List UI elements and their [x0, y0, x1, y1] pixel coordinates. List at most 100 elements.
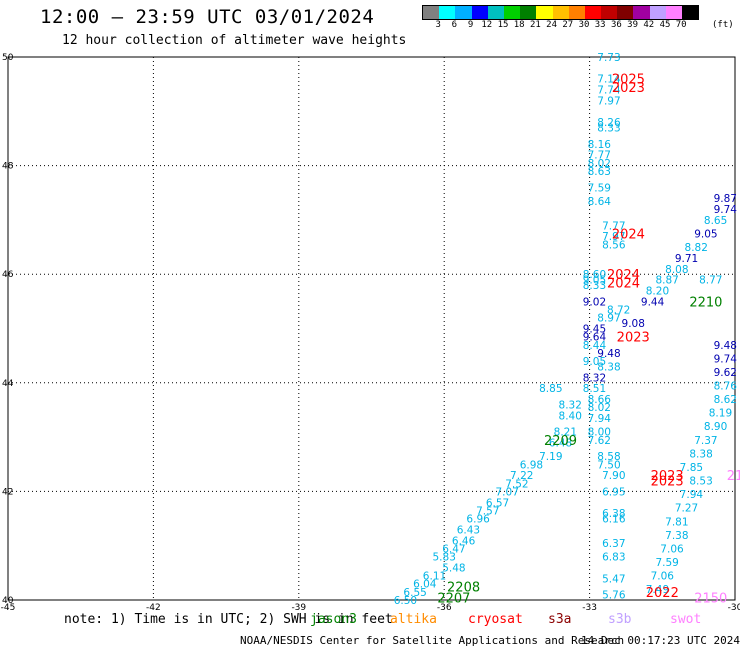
wave-height-point: 9.44 [641, 296, 665, 308]
wave-height-point: 6.95 [602, 486, 625, 498]
wave-height-point: 9.74 [714, 353, 738, 365]
wave-height-point: 8.32 [583, 372, 606, 384]
wave-height-point: 6.46 [452, 535, 476, 547]
wave-height-point: 8.76 [714, 381, 738, 393]
wave-height-point: 6.11 [423, 571, 446, 583]
x-tick-label: -39 [291, 603, 306, 613]
x-tick-label: -33 [582, 603, 597, 613]
legend-swatch [682, 6, 699, 19]
pass-time-label: 2024 [612, 227, 645, 242]
pass-time-label: 2023 [651, 469, 684, 484]
wave-height-point: 8.08 [665, 264, 688, 276]
legend-swatch [455, 6, 472, 19]
wave-height-point: 8.33 [583, 280, 606, 292]
wave-height-point: 8.21 [554, 427, 577, 439]
wave-height-point: 7.73 [597, 52, 620, 64]
wave-height-point: 6.98 [520, 459, 543, 471]
wave-height-point: 6.43 [457, 524, 480, 536]
legend-tick-label: 15 [497, 20, 509, 30]
pass-time-label: 2150 [694, 591, 727, 606]
wave-height-point: 7.94 [680, 489, 704, 501]
wave-height-point: 7.19 [539, 451, 562, 463]
legend-tick-label: 18 [513, 20, 525, 30]
y-tick-label: 48 [2, 162, 14, 172]
legend-swatch [503, 6, 521, 19]
wave-height-point: 8.16 [588, 139, 612, 151]
color-legend-bar [422, 5, 700, 20]
wave-height-point: 8.40 [559, 410, 582, 422]
wave-height-point: 9.05 [694, 228, 717, 240]
wave-height-point: 7.06 [660, 543, 684, 555]
wave-height-point: 7.90 [602, 470, 625, 482]
legend-swatch [536, 6, 553, 19]
satellite-label-altika: altika [390, 612, 437, 627]
wave-height-point: 8.02 [588, 158, 611, 170]
legend-swatch [423, 6, 440, 19]
wave-height-point: 7.94 [588, 413, 612, 425]
x-tick-label: -30 [728, 603, 740, 613]
wave-height-point: 9.74 [714, 204, 738, 216]
legend-swatch [584, 6, 602, 19]
wave-height-point: 6.47 [442, 543, 465, 555]
legend-tick-label: 33 [594, 20, 606, 30]
wave-height-point: 5.47 [602, 573, 625, 585]
chart-title: 12:00 – 23:59 UTC 03/01/2024 [40, 6, 375, 28]
wave-height-point: 9.08 [622, 318, 645, 330]
wave-height-point: 8.63 [588, 166, 611, 178]
wave-height-point: 6.37 [602, 538, 625, 550]
wave-height-point: 8.38 [689, 448, 712, 460]
legend-swatch [665, 6, 682, 19]
wave-height-point: 8.77 [699, 275, 722, 287]
wave-height-point: 8.19 [709, 408, 732, 420]
pass-time-label: 2024 [607, 268, 640, 283]
wave-height-point: 9.62 [714, 367, 737, 379]
legend-tick-label: 27 [562, 20, 574, 30]
pass-time-label: 2023 [612, 81, 645, 96]
wave-height-point: 6.04 [413, 579, 437, 591]
wave-height-point: 7.37 [694, 435, 717, 447]
pass-time-label: 2024 [607, 276, 640, 291]
wave-height-point: 8.51 [583, 383, 606, 395]
legend-swatch [520, 6, 537, 19]
wave-height-point: 7.59 [588, 182, 611, 194]
wave-height-point: 8.20 [646, 285, 669, 297]
legend-swatch [617, 6, 634, 19]
wave-height-point: 8.90 [704, 421, 727, 433]
wave-height-point: 8.64 [588, 196, 612, 208]
legend-tick-label: 6 [451, 20, 458, 30]
legend-tick-label: 70 [675, 20, 687, 30]
satellite-label-cryosat: cryosat [468, 612, 523, 627]
legend-tick-label: 9 [467, 20, 474, 30]
wave-height-point: 7.77 [602, 220, 625, 232]
legend-swatch [439, 6, 456, 19]
legend-tick-label: 21 [529, 20, 541, 30]
wave-height-point: 5.76 [602, 590, 626, 602]
x-tick-label: -45 [1, 603, 16, 613]
y-tick-label: 50 [2, 53, 14, 63]
wave-height-point: 7.49 [646, 584, 669, 596]
pass-time-label: 2207 [437, 591, 470, 606]
pass-time-label: 2023 [617, 331, 650, 346]
wave-height-point: 9.48 [597, 348, 620, 360]
wave-height-point: 8.58 [597, 451, 620, 463]
wave-height-point: 8.97 [597, 313, 620, 325]
wave-height-point: 7.59 [655, 557, 678, 569]
note-text: note: 1) Time is in UTC; 2) SWH is in fe… [64, 612, 393, 627]
wave-height-point: 9.05 [583, 356, 606, 368]
wave-height-point: 6.57 [486, 497, 509, 509]
satellite-label-swot: swot [670, 612, 702, 627]
y-tick-label: 46 [2, 270, 14, 280]
wave-height-point: 6.48 [549, 438, 572, 450]
satellite-label-s3a: s3a [548, 612, 572, 627]
pass-time-label: 21 [727, 469, 740, 484]
wave-height-point: 7.81 [665, 516, 688, 528]
wave-height-point: 7.06 [651, 571, 675, 583]
wave-height-point: 8.66 [588, 394, 612, 406]
wave-height-point: 8.85 [539, 383, 562, 395]
wave-height-point: 8.53 [689, 476, 712, 488]
wave-height-point: 9.71 [675, 253, 698, 265]
legend-swatch [568, 6, 585, 19]
wave-height-point: 7.52 [505, 478, 528, 490]
wave-height-point: 7.27 [675, 503, 698, 515]
